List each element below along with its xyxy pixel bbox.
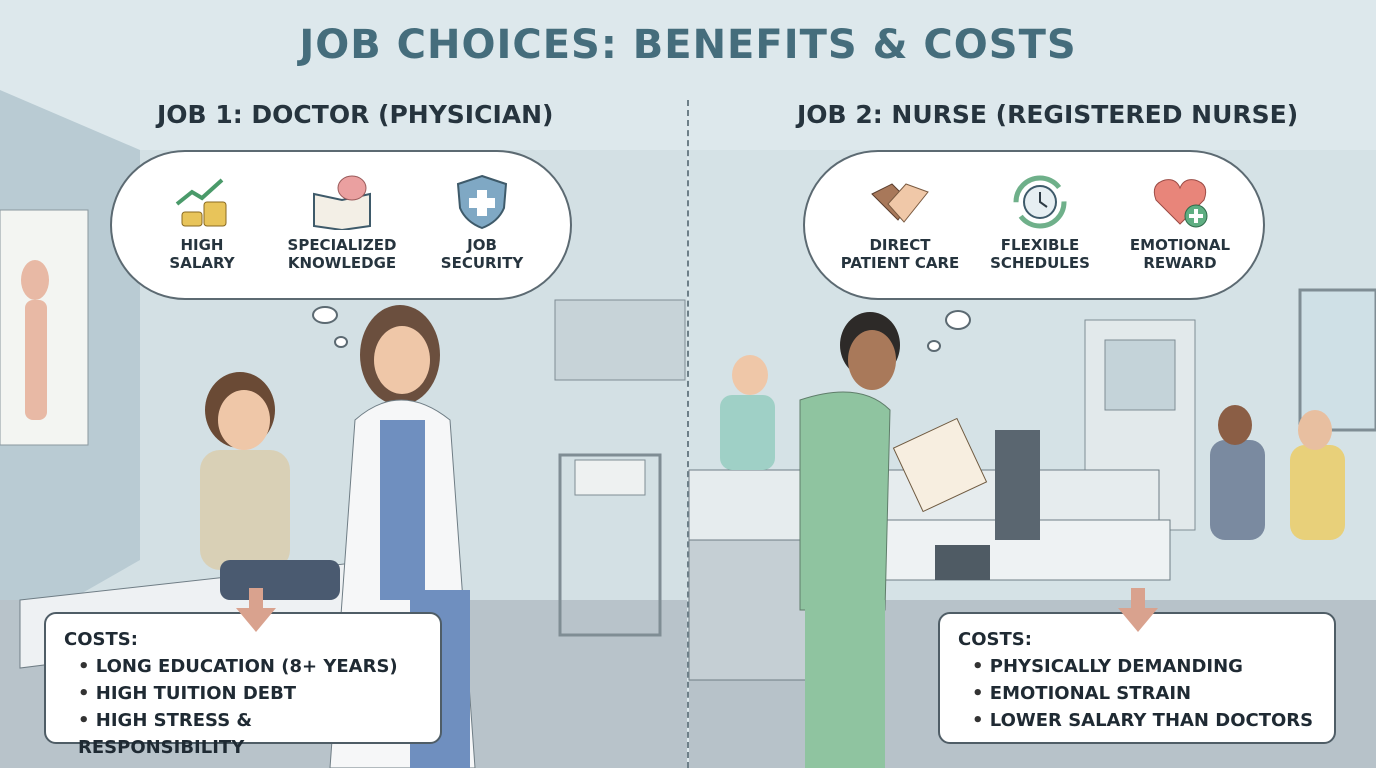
job1-title: JOB 1: DOCTOR (PHYSICIAN) — [157, 100, 554, 129]
computer-monitor — [995, 430, 1040, 540]
job2-benefits-cloud: DIRECT PATIENT CARE FLEXIBLE SCHEDULES E… — [803, 150, 1265, 300]
thought-bubble-dot — [312, 306, 338, 324]
costs-heading: COSTS: — [958, 629, 1032, 650]
benefit-emotional-reward: EMOTIONAL REWARD — [1120, 174, 1240, 272]
job2-cost-arrow-icon — [1118, 588, 1158, 632]
keyboard — [935, 545, 990, 580]
clipboard — [892, 417, 988, 513]
benefit-direct-patient-care: DIRECT PATIENT CARE — [825, 174, 975, 272]
benefit-flexible-schedules: FLEXIBLE SCHEDULES — [975, 174, 1105, 272]
cost-item: HIGH STRESS & RESPONSIBILITY — [78, 707, 422, 761]
job2-costs-box: COSTS: PHYSICALLY DEMANDING EMOTIONAL ST… — [938, 612, 1336, 744]
benefit-specialized-knowledge: SPECIALIZED KNOWLEDGE — [277, 174, 407, 272]
costs-heading: COSTS: — [64, 629, 138, 650]
job1-cost-arrow-icon — [236, 588, 276, 632]
thought-bubble-dot — [927, 340, 941, 352]
cost-item: LONG EDUCATION (8+ YEARS) — [78, 653, 422, 680]
salary-coins-icon — [175, 178, 227, 227]
benefit-high-salary: HIGH SALARY — [152, 174, 252, 272]
shield-cross-icon — [456, 174, 508, 230]
cost-item: LOWER SALARY THAN DOCTORS — [972, 707, 1316, 734]
cost-item: EMOTIONAL STRAIN — [972, 680, 1316, 707]
page-title: JOB CHOICES: BENEFITS & COSTS — [299, 22, 1077, 68]
clock-cycle-icon — [1013, 175, 1067, 229]
divider — [687, 100, 689, 768]
cost-item: PHYSICALLY DEMANDING — [972, 653, 1316, 680]
thought-bubble-dot — [945, 310, 971, 330]
thought-bubble-dot — [334, 336, 348, 348]
job1-costs-box: COSTS: LONG EDUCATION (8+ YEARS) HIGH TU… — [44, 612, 442, 758]
book-brain-icon — [313, 175, 371, 230]
cost-item: HIGH TUITION DEBT — [78, 680, 422, 707]
handshake-icon — [871, 183, 929, 223]
benefit-job-security: JOB SECURITY — [432, 174, 532, 272]
heart-plus-icon — [1153, 179, 1208, 228]
job2-title: JOB 2: NURSE (REGISTERED NURSE) — [797, 100, 1299, 129]
job1-benefits-cloud: HIGH SALARY SPECIALIZED KNOWLEDGE JOB SE… — [110, 150, 572, 300]
